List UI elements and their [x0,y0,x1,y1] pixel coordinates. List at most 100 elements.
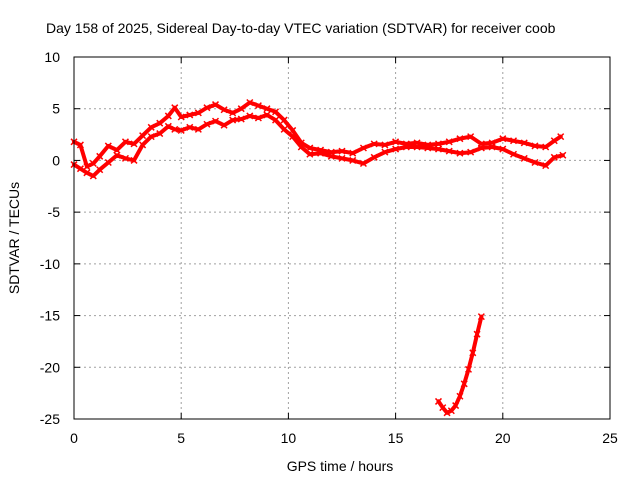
data-point [164,122,172,130]
data-point [297,143,305,151]
data-point [246,112,254,120]
x-axis-label: GPS time / hours [287,458,394,474]
x-tick-label: 10 [281,430,297,446]
data-point [156,130,164,138]
y-axis-label: SDTVAR / TECUs [6,182,22,294]
data-point [392,138,400,146]
data-point [171,104,179,112]
y-tick-label: -20 [40,359,60,375]
y-tick-label: -10 [40,256,60,272]
data-point [509,150,518,158]
data-point [467,148,475,156]
data-point [254,114,262,122]
data-point [237,105,245,113]
y-tick-label: -15 [40,308,60,324]
data-point [456,392,464,400]
data-point [445,147,453,155]
data-point [499,135,507,143]
series-low-arc [434,313,485,417]
data-point [177,126,185,134]
data-point [164,112,172,120]
data-point [211,117,220,125]
data-point [477,313,485,321]
data-point [370,153,378,161]
data-point [96,152,104,160]
x-tick-label: 25 [602,430,618,446]
data-point [557,133,565,141]
data-point [424,144,432,152]
data-point [113,151,121,159]
data-point [89,172,97,180]
data-point [254,102,262,110]
data-point [280,116,288,124]
data-point [121,138,129,146]
data-point [272,116,280,124]
plot-frame [73,56,611,420]
data-point [550,137,558,145]
data-point [229,109,237,117]
data-point [370,140,378,148]
data-point [381,141,389,149]
data-point [194,109,202,117]
data-point [83,169,91,177]
data-point [121,154,129,162]
data-point [338,147,346,155]
data-point [327,152,335,160]
data-point [104,142,112,150]
data-point [306,150,314,158]
series-band-lower [70,111,567,180]
plot-series [70,98,567,417]
grid [74,57,610,419]
data-point [156,119,164,127]
data-point [76,165,84,173]
data-point [456,135,464,143]
data-point [317,149,325,157]
data-point [349,156,357,164]
data-point [263,111,271,119]
data-point [177,113,185,121]
data-point [147,133,155,141]
data-point [460,380,468,388]
x-tick-label: 0 [70,430,78,446]
data-point [467,133,475,141]
y-tick-label: -25 [40,411,60,427]
data-point [139,141,147,149]
data-point [186,111,194,119]
x-tick-label: 5 [177,430,185,446]
data-point [263,105,271,113]
data-point [434,140,443,148]
series-line [72,112,565,178]
data-point [359,144,367,152]
data-point [445,138,453,146]
data-point [186,123,194,131]
y-tick-label: 0 [52,152,60,168]
data-point [413,143,421,151]
data-point [113,146,121,154]
data-point [359,160,367,168]
data-point [220,106,228,114]
data-point [272,108,280,116]
data-point [139,132,147,140]
data-point [520,154,528,162]
y-tick-label: 5 [52,101,60,117]
data-point [464,365,473,373]
x-tick-label: 15 [388,430,404,446]
series-band-upper [70,98,565,171]
data-point [83,163,91,171]
data-point [246,98,254,107]
data-point [477,144,485,152]
data-point [203,104,211,112]
data-point [289,133,297,141]
data-point [89,160,97,168]
data-point [220,121,228,129]
data-point [499,145,507,153]
data-point [392,145,400,153]
data-point [130,156,138,164]
y-tick-label: 10 [44,49,60,65]
data-point [402,143,410,151]
axis-ticks: 0 5 10 15 20 25 10 5 0 -5 -10 -15 -20 -25 [40,49,618,446]
data-point [229,116,237,124]
data-point [542,143,550,151]
